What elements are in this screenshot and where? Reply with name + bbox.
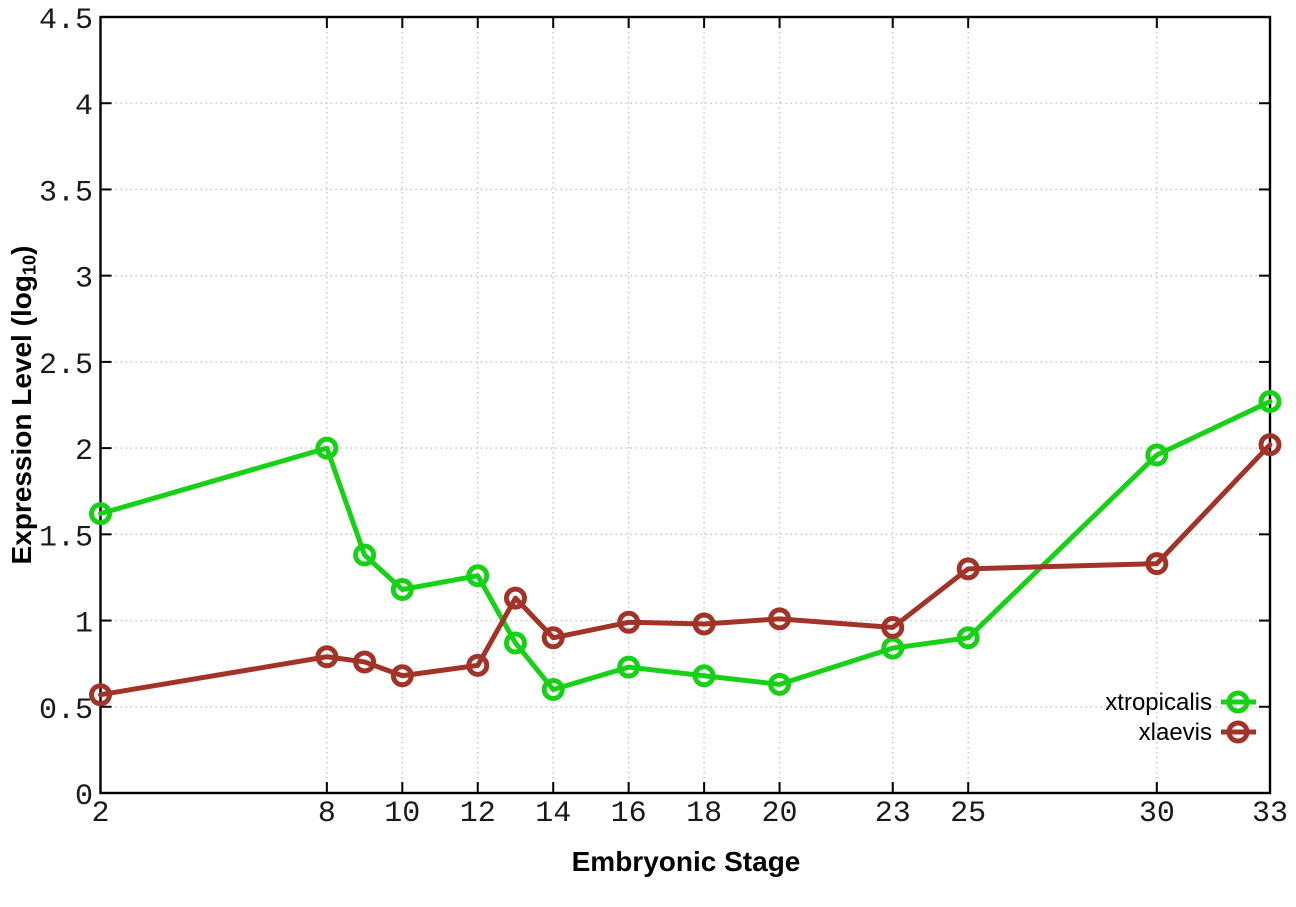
data-point-xtropicalis: [956, 626, 980, 650]
data-point-xtropicalis: [1145, 443, 1169, 467]
legend-sample-marker-xtropicalis: [1226, 690, 1250, 714]
x-tick-label: 25: [950, 797, 986, 831]
data-point-xtropicalis: [390, 578, 414, 602]
data-point-xlaevis: [390, 664, 414, 688]
grid-lines: [100, 17, 1270, 793]
data-point-xlaevis: [617, 610, 641, 634]
x-tick-label: 10: [384, 797, 420, 831]
data-point-xlaevis: [881, 615, 905, 639]
data-point-xlaevis: [503, 586, 527, 610]
x-tick-label: 33: [1252, 797, 1288, 831]
data-point-xtropicalis: [89, 502, 112, 526]
data-point-xtropicalis: [881, 636, 905, 660]
legend-label-xtropicalis: xtropicalis: [1105, 689, 1212, 716]
data-point-xtropicalis: [353, 543, 377, 567]
y-axis-title-end: ): [6, 245, 37, 255]
x-tick-label: 18: [686, 797, 722, 831]
y-tick-label: 1.5: [39, 521, 93, 555]
y-tick-label: 2.5: [39, 349, 93, 383]
y-tick-label: 3: [75, 263, 93, 297]
x-tick-labels: 2 8 10 12 14 16 18 20 23 25 30 33: [91, 797, 1288, 831]
y-tick-label: 3.5: [39, 176, 93, 210]
y-tick-label: 0.5: [39, 694, 93, 728]
data-point-xtropicalis: [541, 678, 565, 702]
data-point-xlaevis: [315, 645, 339, 669]
data-point-xtropicalis: [617, 655, 641, 679]
x-tick-label: 23: [875, 797, 911, 831]
data-point-xlaevis: [1145, 552, 1169, 576]
x-tick-label: 16: [611, 797, 647, 831]
legend-entry-xlaevis: xlaevis: [1139, 719, 1256, 746]
x-tick-label: 14: [535, 797, 571, 831]
data-point-xlaevis: [541, 626, 565, 650]
data-point-xlaevis: [466, 653, 490, 677]
x-axis-title: Embryonic Stage: [571, 846, 801, 877]
y-tick-label: 0: [75, 780, 93, 814]
tick-marks: [99, 16, 1271, 794]
y-axis-title: Expression Level (log10): [6, 246, 41, 565]
data-point-xlaevis: [768, 607, 792, 631]
x-tick-label: 20: [762, 797, 798, 831]
y-tick-label: 1: [75, 608, 93, 642]
x-tick-label: 12: [460, 797, 496, 831]
data-point-xtropicalis: [466, 564, 490, 588]
data-point-xtropicalis: [503, 631, 527, 655]
y-tick-label: 2: [75, 435, 93, 469]
x-tick-label: 30: [1139, 797, 1175, 831]
y-axis-title-subscript: 10: [19, 254, 40, 276]
axis-frame: [99, 15, 1272, 795]
y-tick-labels: 0 0.5 1 1.5 2 2.5 3 3.5 4 4.5: [39, 4, 93, 814]
series-line-xtropicalis: [98, 399, 1273, 693]
data-point-xlaevis: [692, 612, 716, 636]
data-point-xtropicalis: [315, 436, 339, 460]
series-line-xlaevis: [98, 442, 1273, 698]
y-tick-label: 4: [75, 90, 93, 124]
legend-sample-marker-xlaevis: [1226, 720, 1250, 744]
legend-entry-xtropicalis: xtropicalis: [1105, 689, 1256, 716]
data-point-xlaevis: [1258, 433, 1282, 457]
legend-label-xlaevis: xlaevis: [1139, 719, 1212, 746]
y-tick-label: 4.5: [39, 4, 93, 38]
data-point-xlaevis: [956, 557, 980, 581]
data-point-xtropicalis: [692, 664, 716, 688]
y-axis-title-main: Expression Level (log: [6, 275, 37, 565]
data-point-xlaevis: [353, 650, 377, 674]
legend: xtropicalis xlaevis: [1105, 689, 1256, 746]
data-point-xtropicalis: [768, 672, 792, 696]
data-point-xtropicalis: [1258, 390, 1282, 414]
data-point-xlaevis: [89, 683, 112, 707]
x-tick-label: 8: [318, 797, 336, 831]
x-tick-label: 2: [91, 797, 109, 831]
